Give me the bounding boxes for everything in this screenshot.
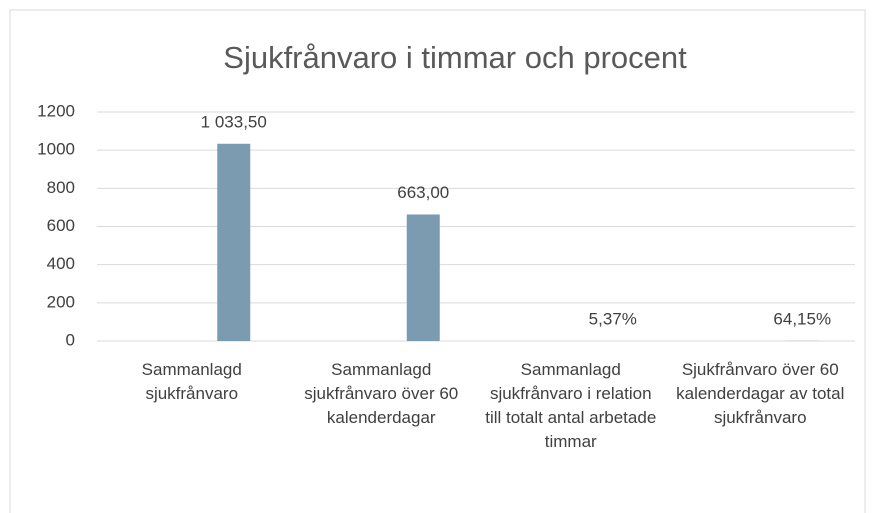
bar <box>217 143 251 341</box>
data-label: 663,00 <box>397 183 449 202</box>
y-tick-label: 400 <box>47 254 75 273</box>
y-tick-label: 1200 <box>37 101 75 120</box>
x-tick-label: Sammanlagd sjukfrånvaro <box>141 360 242 403</box>
data-label: 1 033,50 <box>201 112 267 131</box>
x-tick-label: Sjukfrånvaro över 60 kalenderdagar av to… <box>676 360 845 427</box>
y-tick-label: 600 <box>47 216 75 235</box>
data-label: 5,37% <box>589 309 637 328</box>
y-tick-label: 0 <box>66 330 75 349</box>
y-tick-label: 800 <box>47 178 75 197</box>
y-tick-label: 1000 <box>37 140 75 159</box>
x-tick-label: Sammanlagd sjukfrånvaro i relation till … <box>485 360 657 451</box>
y-tick-label: 200 <box>47 292 75 311</box>
x-tick-label: Sammanlagd sjukfrånvaro över 60 kalender… <box>304 360 459 427</box>
chart-title: Sjukfrånvaro i timmar och procent <box>223 40 687 75</box>
data-label: 64,15% <box>773 309 831 328</box>
bar <box>406 214 440 341</box>
